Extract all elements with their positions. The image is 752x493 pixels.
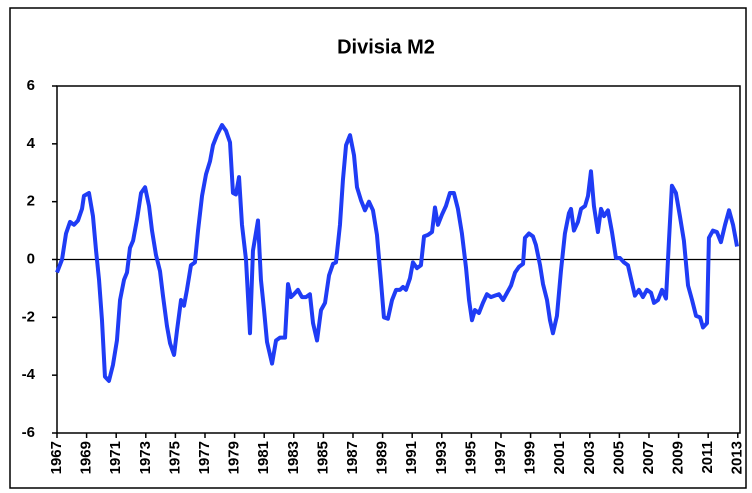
x-tick-label: 1977 [196, 441, 213, 474]
x-tick-label: 1985 [314, 441, 331, 474]
x-tick-label: 1987 [344, 441, 361, 474]
x-tick-label: 1967 [48, 441, 65, 474]
x-tick-label: 1979 [226, 441, 243, 474]
x-tick-label: 1999 [522, 441, 539, 474]
y-tick-label: 6 [27, 77, 35, 94]
x-tick-label: 1995 [462, 441, 479, 474]
x-tick-label: 2003 [581, 441, 598, 474]
x-tick-label: 2005 [610, 441, 627, 474]
data-line [55, 123, 740, 383]
x-tick-label: 2013 [729, 441, 746, 474]
x-tick-label: 1969 [78, 441, 95, 474]
x-tick-label: 1981 [255, 441, 272, 474]
x-tick-label: 1971 [107, 441, 124, 474]
x-tick-label: 1993 [433, 441, 450, 474]
y-tick-label: 0 [27, 250, 35, 267]
x-tick-label: 2001 [551, 441, 568, 474]
x-tick-label: 2011 [699, 441, 716, 474]
x-tick-label: 1975 [166, 441, 183, 474]
x-tick-label: 1991 [403, 441, 420, 474]
y-tick-label: 2 [27, 193, 35, 210]
y-tick-label: -6 [22, 424, 35, 441]
x-tick-label: 1989 [374, 441, 391, 474]
y-tick-label: -2 [22, 308, 35, 325]
x-tick-label: 1997 [492, 441, 509, 474]
x-tick-label: 2009 [670, 441, 687, 474]
x-tick-label: 1973 [137, 441, 154, 474]
x-tick-label: 2007 [640, 441, 657, 474]
x-tick-label: 1983 [285, 441, 302, 474]
y-tick-label: 4 [27, 135, 36, 152]
chart-title: Divisia M2 [337, 36, 435, 58]
y-tick-label: -4 [22, 366, 36, 383]
